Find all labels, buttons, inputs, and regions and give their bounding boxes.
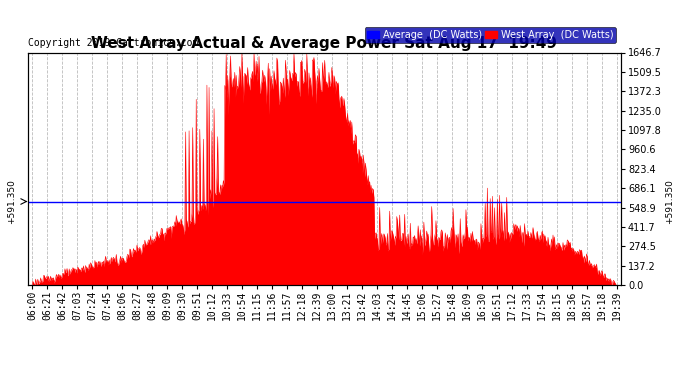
Text: +591.350: +591.350 (665, 179, 674, 224)
Title: West Array Actual & Average Power Sat Aug 17  19:49: West Array Actual & Average Power Sat Au… (91, 36, 558, 51)
Text: +591.350: +591.350 (8, 179, 17, 224)
Text: Copyright 2019 Cartronics.com: Copyright 2019 Cartronics.com (28, 38, 198, 48)
Legend: Average  (DC Watts), West Array  (DC Watts): Average (DC Watts), West Array (DC Watts… (364, 27, 616, 43)
